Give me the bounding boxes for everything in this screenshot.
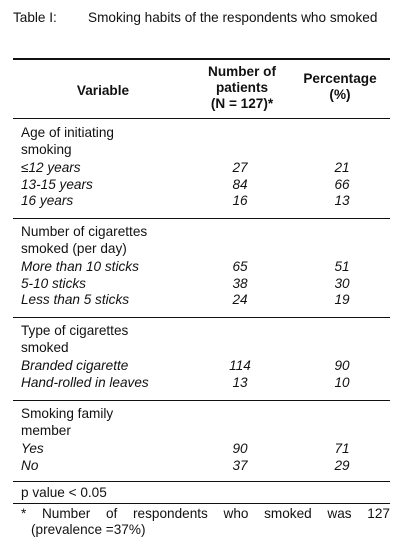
footnote-word: *: [21, 506, 27, 521]
row-label: Hand-rolled in leaves: [21, 374, 149, 390]
row-percentage: 29: [334, 457, 350, 473]
footnote: * Number of respondents who smoked was 1…: [21, 506, 390, 538]
row-percentage: 19: [334, 292, 350, 307]
section-title: Smoking family member: [21, 405, 391, 439]
row-patients: 38: [232, 275, 248, 291]
section-title-line1: Smoking family: [21, 406, 114, 421]
table-row: Hand-rolled in leaves 13 10: [21, 375, 391, 392]
table-row: No 37 29: [21, 458, 391, 475]
column-header-percentage-line1: Percentage: [303, 71, 377, 86]
column-header-patients-line1: Number of: [208, 64, 276, 79]
row-patients: 84: [232, 176, 248, 192]
row-label: 5-10 sticks: [21, 275, 86, 291]
row-patients: 16: [232, 193, 248, 208]
section-rule: [13, 218, 390, 219]
table-title: Smoking habits of the respondents who sm…: [88, 10, 378, 25]
row-label: 16 years: [21, 193, 74, 208]
row-patients: 27: [232, 160, 248, 175]
row-patients: 90: [232, 441, 248, 456]
section-title-line1: Age of initiating: [21, 125, 114, 140]
table-row: 5-10 sticks 38 30: [21, 276, 391, 293]
section-title: Age of initiating smoking: [21, 124, 391, 158]
row-label: ≤12 years: [21, 160, 81, 175]
table-row: 16 years 16 13: [21, 193, 391, 210]
row-patients: 65: [232, 259, 248, 274]
section-title-line2: member: [21, 423, 71, 438]
row-label: Yes: [21, 441, 44, 456]
table-row: Branded cigarette 114 90: [21, 358, 391, 375]
section-rule: [13, 317, 390, 318]
top-rule: [13, 58, 390, 60]
table-number: Table I:: [13, 10, 57, 25]
section-title-line2: smoked (per day): [21, 241, 127, 256]
column-header-patients: Number of patients (N = 127)*: [196, 64, 288, 112]
p-value-note: p value < 0.05: [21, 485, 107, 500]
row-percentage: 10: [334, 374, 350, 390]
footnote-word: Number: [41, 506, 91, 521]
section-cigarette-type: Type of cigarettes smoked Branded cigare…: [21, 322, 391, 391]
column-header-variable: Variable: [76, 83, 130, 98]
table-row: 13-15 years 84 66: [21, 177, 391, 194]
column-header-percentage-line2: (%): [329, 87, 351, 102]
footnote-word: 127: [367, 506, 390, 521]
footnote-word: who: [223, 506, 249, 521]
footnote-line1: * Number of respondents who smoked was 1…: [21, 506, 390, 522]
section-title: Number of cigarettes smoked (per day): [21, 223, 391, 257]
table-row: Yes 90 71: [21, 441, 391, 458]
column-header-patients-line3: (N = 127)*: [210, 96, 274, 111]
section-age-initiating: Age of initiating smoking ≤12 years 27 2…: [21, 124, 391, 210]
row-percentage: 90: [334, 358, 350, 373]
row-patients: 114: [229, 358, 251, 373]
footnote-word: respondents: [133, 506, 208, 521]
table-row: Less than 5 sticks 24 19: [21, 292, 391, 309]
section-cigarettes-per-day: Number of cigarettes smoked (per day) Mo…: [21, 223, 391, 309]
section-title-line1: Type of cigarettes: [21, 323, 129, 338]
row-patients: 37: [232, 457, 248, 473]
row-patients: 24: [232, 292, 248, 307]
section-rule: [13, 400, 390, 401]
section-rule: [13, 481, 390, 482]
row-label: Branded cigarette: [21, 358, 129, 373]
row-label: No: [21, 457, 39, 473]
footnote-word: smoked: [264, 506, 312, 521]
row-percentage: 13: [334, 193, 350, 208]
section-title-line2: smoked: [21, 340, 69, 355]
row-percentage: 30: [334, 275, 350, 291]
footnote-rule: [13, 503, 390, 504]
column-header-patients-line2: patients: [215, 80, 269, 95]
row-label: Less than 5 sticks: [21, 292, 130, 307]
row-label: More than 10 sticks: [21, 259, 139, 274]
footnote-line2: (prevalence =37%): [31, 522, 146, 537]
header-rule: [13, 118, 390, 119]
section-title-line1: Number of cigarettes: [21, 224, 148, 239]
row-percentage: 51: [334, 259, 350, 274]
footnote-word: of: [106, 506, 118, 521]
row-percentage: 21: [334, 160, 350, 175]
table-row: More than 10 sticks 65 51: [21, 259, 391, 276]
row-percentage: 71: [334, 441, 350, 456]
row-patients: 13: [232, 374, 248, 390]
section-smoking-family: Smoking family member Yes 90 71 No 37 29: [21, 405, 391, 474]
section-title: Type of cigarettes smoked: [21, 322, 391, 356]
column-header-percentage: Percentage (%): [290, 71, 390, 103]
section-title-line2: smoking: [21, 142, 72, 157]
row-label: 13-15 years: [21, 176, 93, 192]
footnote-word: was: [327, 506, 352, 521]
row-percentage: 66: [334, 176, 350, 192]
table-row: ≤12 years 27 21: [21, 160, 391, 177]
